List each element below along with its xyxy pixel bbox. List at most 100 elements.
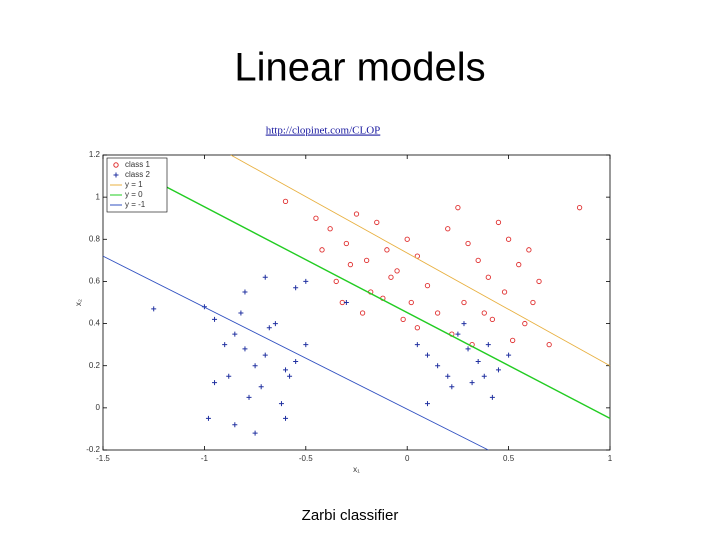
point bbox=[293, 359, 299, 364]
x-axis-label: x₁ bbox=[353, 465, 360, 474]
point bbox=[388, 274, 394, 280]
point bbox=[505, 236, 512, 242]
y-tick-label: 0 bbox=[96, 403, 101, 412]
point bbox=[469, 380, 475, 386]
point bbox=[293, 285, 299, 291]
point bbox=[455, 205, 461, 211]
point bbox=[510, 337, 516, 344]
x-tick-label: -0.5 bbox=[299, 454, 313, 463]
point bbox=[384, 247, 390, 253]
point bbox=[449, 384, 455, 390]
level-line bbox=[102, 255, 489, 451]
x-tick-label: -1.5 bbox=[96, 454, 110, 463]
legend-label: y = 1 bbox=[125, 180, 143, 189]
point bbox=[232, 422, 238, 428]
point bbox=[303, 278, 309, 284]
x-tick-label: 1 bbox=[608, 454, 613, 463]
point bbox=[359, 310, 366, 316]
point bbox=[414, 325, 420, 331]
point bbox=[272, 321, 278, 327]
point bbox=[434, 310, 441, 316]
point bbox=[485, 274, 491, 280]
point bbox=[522, 320, 528, 327]
point bbox=[327, 226, 333, 232]
point bbox=[485, 342, 491, 348]
point bbox=[495, 367, 501, 373]
legend-marker bbox=[113, 172, 119, 178]
point bbox=[481, 310, 487, 316]
slide-title: Linear models bbox=[234, 46, 485, 90]
point bbox=[363, 257, 370, 264]
point bbox=[262, 274, 268, 280]
point bbox=[475, 359, 481, 364]
point bbox=[576, 205, 583, 211]
point bbox=[347, 261, 354, 268]
point bbox=[282, 198, 289, 205]
point bbox=[319, 247, 325, 253]
point bbox=[408, 299, 414, 306]
point bbox=[424, 401, 430, 407]
y-tick-label: 0.4 bbox=[89, 319, 101, 328]
point bbox=[303, 342, 309, 348]
point bbox=[461, 321, 467, 327]
plot-frame bbox=[102, 154, 611, 451]
y-tick-label: 1 bbox=[96, 192, 101, 201]
link[interactable]: http://clopinet.com/CLOP bbox=[266, 125, 381, 137]
level-line bbox=[230, 154, 611, 367]
point bbox=[252, 363, 258, 369]
point bbox=[252, 430, 258, 436]
point bbox=[287, 373, 293, 379]
point bbox=[465, 240, 471, 247]
point bbox=[262, 352, 268, 358]
point bbox=[212, 380, 218, 386]
point bbox=[242, 289, 248, 295]
point bbox=[313, 215, 319, 221]
point bbox=[501, 289, 508, 295]
point bbox=[536, 278, 542, 285]
y-tick-label: 0.2 bbox=[89, 361, 101, 370]
point bbox=[212, 316, 218, 322]
legend-marker bbox=[113, 162, 119, 168]
point bbox=[278, 401, 284, 407]
point bbox=[400, 316, 406, 323]
legend-label: y = -1 bbox=[125, 200, 146, 209]
point bbox=[226, 373, 232, 379]
point bbox=[353, 211, 360, 217]
point bbox=[205, 415, 211, 421]
point bbox=[455, 331, 461, 337]
point bbox=[238, 310, 244, 316]
level-line bbox=[133, 169, 611, 420]
point bbox=[374, 219, 380, 226]
point bbox=[232, 331, 238, 337]
legend-label: class 1 bbox=[125, 160, 150, 169]
point bbox=[516, 261, 522, 268]
point bbox=[394, 268, 400, 274]
point bbox=[404, 236, 410, 242]
point bbox=[489, 394, 495, 400]
y-tick-label: 0.8 bbox=[89, 234, 101, 243]
point bbox=[414, 342, 420, 348]
point bbox=[546, 341, 552, 348]
point bbox=[222, 342, 228, 348]
point bbox=[445, 226, 451, 232]
point bbox=[489, 316, 496, 323]
point bbox=[283, 415, 289, 421]
point bbox=[266, 325, 272, 331]
point bbox=[333, 278, 339, 285]
y-tick-label: 1.2 bbox=[89, 150, 101, 159]
point bbox=[424, 282, 431, 289]
legend-label: class 2 bbox=[125, 170, 150, 179]
point bbox=[424, 352, 430, 358]
point bbox=[283, 367, 289, 373]
point bbox=[343, 240, 350, 247]
point bbox=[435, 363, 441, 369]
caption: Zarbi classifier bbox=[302, 507, 399, 524]
y-tick-label: -0.2 bbox=[86, 445, 100, 454]
y-axis-label: x₂ bbox=[74, 299, 83, 306]
point bbox=[506, 352, 512, 358]
x-tick-label: -1 bbox=[201, 454, 209, 463]
point bbox=[258, 384, 264, 390]
point bbox=[343, 300, 349, 305]
point bbox=[339, 299, 345, 306]
